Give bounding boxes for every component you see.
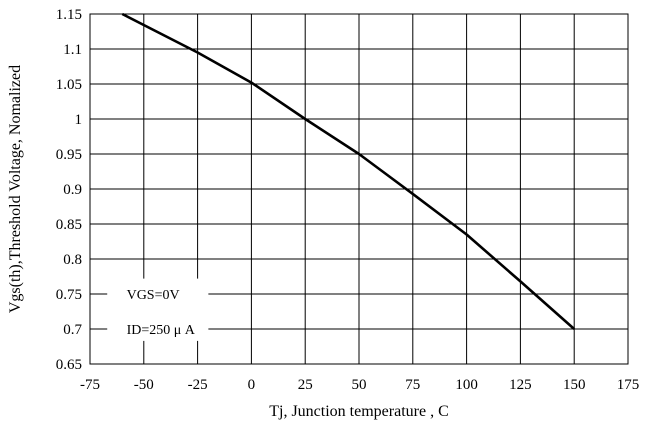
y-tick-label: 0.75 [56, 287, 82, 303]
plot-frame [89, 13, 629, 365]
y-tick-label: 0.8 [63, 252, 82, 268]
y-tick-label: 0.65 [56, 357, 82, 373]
x-tick-label: 175 [617, 377, 640, 393]
y-tick-labels: 0.65 0.7 0.75 0.8 0.85 0.9 0.95 1 1.05 1.1 1.15 [56, 7, 83, 373]
y-tick-label: 1.05 [56, 77, 82, 93]
x-tick-label: 50 [352, 377, 367, 393]
y-tick-label: 0.85 [56, 217, 82, 233]
x-tick-label: 150 [563, 377, 586, 393]
annotation-vgs: VGS=0V [127, 288, 180, 303]
annotation-box [107, 278, 209, 341]
y-tick-label: 1 [75, 112, 83, 128]
y-tick-label: 0.95 [56, 147, 82, 163]
x-tick-label: 75 [405, 377, 420, 393]
x-tick-labels: -75 -50 -25 0 25 50 75 100 125 150 175 [80, 377, 639, 393]
y-tick-label: 0.7 [63, 322, 82, 338]
x-tick-label: 0 [248, 377, 256, 393]
series-group [121, 12, 576, 330]
x-tick-label: -75 [80, 377, 100, 393]
x-tick-label: -50 [134, 377, 154, 393]
x-axis-label: Tj, Junction temperature , C [269, 403, 449, 420]
annotation-id: ID=250 μ A [127, 323, 196, 338]
y-tick-label: 1.1 [63, 42, 82, 58]
series-line [121, 12, 576, 330]
x-tick-label: 25 [298, 377, 313, 393]
x-tick-label: 100 [455, 377, 478, 393]
x-tick-label: -25 [188, 377, 208, 393]
y-tick-label: 1.15 [56, 7, 82, 23]
x-tick-label: 125 [509, 377, 532, 393]
y-axis-label: Vgs(th),Threshold Voltage, Nomalized [7, 65, 24, 313]
y-tick-label: 0.9 [63, 182, 82, 198]
